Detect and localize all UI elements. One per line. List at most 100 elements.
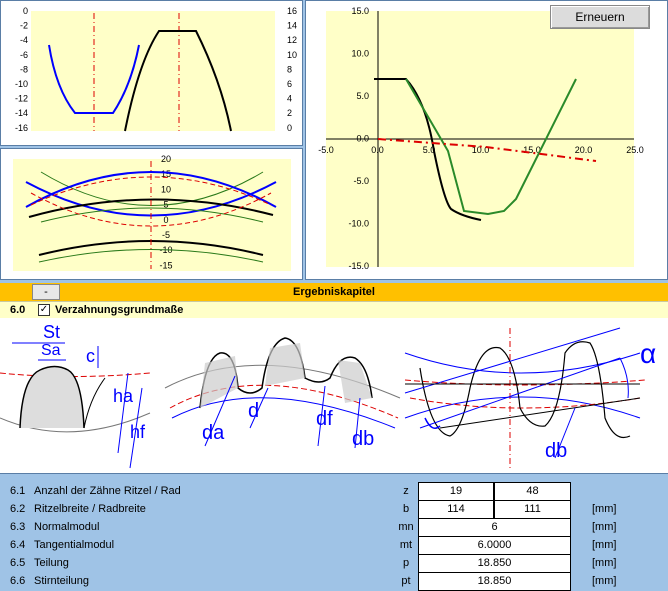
row-symbol: mn [398,521,414,533]
row-symbol: pt [401,575,411,587]
section-label: Verzahnungsgrundmaße [55,304,184,316]
reference-line [377,138,597,162]
row-label: Anzahl der Zähne Ritzel / Rad [34,485,181,497]
row-number: 6.1 [10,485,26,497]
chart2-tick: 15 [161,169,171,179]
mesh-curve-chart-panel: 20 15 10 5 0 -5 -10 -15 [0,148,303,280]
chart3-y-tick: -5.0 [353,176,369,186]
row-number: 6.5 [10,557,26,569]
chart3-x-tick: 15.0 [523,145,541,155]
chart3-x-tick: 25.0 [626,145,644,155]
chart1-right-tick: 6 [287,79,292,89]
chart3-y-tick: 15.0 [351,6,369,16]
label-d: d [248,400,260,422]
chart3-x-tick: 5.0 [423,145,436,155]
chart2-tick: 20 [161,154,171,164]
row-label: Ritzelbreite / Radbreite [34,503,146,515]
chart3-y-tick: -10.0 [348,219,369,229]
chart3-x-tick: 20.0 [575,145,593,155]
row-value-gear: 111 [494,500,571,519]
chart3-x-tick: 0.0 [371,145,384,155]
chart2-tick: 0 [163,215,168,225]
label-db-right: db [545,440,568,462]
chart1-right-tick: 12 [287,35,297,45]
row-symbol: p [402,557,410,569]
results-chapter-bar: Ergebniskapitel [0,283,668,301]
results-chapter-title: Ergebniskapitel [293,286,375,298]
row-value: 6 [418,518,571,537]
label-hf: hf [130,422,146,442]
label-ha: ha [113,386,134,406]
row-unit: [mm] [592,521,617,533]
chart1-right-tick: 14 [287,21,297,31]
tooth-profile-chart: 0 -2 -4 -6 -8 -10 -12 -14 -16 16 14 12 10 8 6 4 2 0 [15,6,297,133]
row-unit: [mm] [592,503,617,515]
table-row: 6.2 Ritzelbreite / Radbreite b 114 111 [mm] [0,500,668,519]
row-unit: [mm] [592,557,617,569]
gear-profile-line [124,30,232,132]
section-checkbox[interactable]: ✓ [38,304,50,316]
row-label: Stirnteilung [34,575,90,587]
row-value: 18.850 [418,554,571,573]
chart2-tick: -15 [159,260,172,270]
chart1-right-tick: 10 [287,50,297,60]
section-number: 6.0 [10,304,26,316]
collapse-button[interactable]: - [32,284,60,300]
label-sa: Sa [41,342,61,359]
chart1-left-tick: -8 [20,64,28,74]
label-alpha: α [640,338,657,369]
chart1-right-tick: 4 [287,94,292,104]
chart1-left-tick: -10 [15,79,28,89]
row-unit: [mm] [592,575,617,587]
chart3-y-tick: 0.0 [356,134,369,144]
sliding-velocity-chart: 15.0 10.0 5.0 0.0 -5.0 -10.0 -15.0 -5.0 0.0 5.0 1… [318,6,644,271]
chart2-tick: -5 [162,230,170,240]
row-value-pinion: 114 [418,500,494,519]
label-df: df [316,408,333,430]
row-symbol: b [402,503,410,515]
chart3-x-tick: -5.0 [318,145,334,155]
row-value-gear: 48 [494,482,571,501]
chart1-left-tick: -12 [15,94,28,104]
row-unit: [mm] [592,539,617,551]
table-row: 6.6 Stirnteilung pt 18.850 [mm] [0,572,668,591]
sliding-velocity-chart-panel: 15.0 10.0 5.0 0.0 -5.0 -10.0 -15.0 -5.0 0.0 5.0 1… [305,0,668,280]
row-number: 6.3 [10,521,26,533]
pinion-velocity-line [374,78,482,221]
chart1-left-tick: -14 [15,108,28,118]
label-st: St [43,322,61,342]
label-c: c [86,346,95,366]
chart1-left-tick: -6 [20,50,28,60]
chart1-left-tick: -2 [20,21,28,31]
table-row: 6.3 Normalmodul mn 6 [mm] [0,518,668,537]
tooth-dimension-figure [0,342,151,469]
label-da: da [202,422,225,444]
chart1-right-tick: 16 [287,6,297,16]
label-db: db [352,428,375,450]
refresh-button[interactable]: Erneuern [550,5,650,29]
row-value: 6.0000 [418,536,571,555]
row-symbol: z [403,485,409,497]
gear-teeth-figure [164,337,401,449]
chart1-right-tick: 8 [287,64,292,74]
meshing-gears-figure [404,327,646,468]
row-symbol: mt [399,539,413,551]
tooth-profile-chart-panel: 0 -2 -4 -6 -8 -10 -12 -14 -16 16 14 12 10 8 6 4 2 0 [0,0,303,146]
row-value-pinion: 19 [418,482,494,501]
chart1-left-tick: -4 [20,35,28,45]
table-row: 6.4 Tangentialmodul mt 6.0000 [mm] [0,536,668,555]
row-label: Tangentialmodul [34,539,115,551]
chart3-y-tick: 5.0 [356,91,369,101]
chart3-y-tick: 10.0 [351,49,369,59]
pinion-profile-line [48,44,140,114]
row-value: 18.850 [418,572,571,591]
chart2-tick: 10 [161,184,171,194]
row-number: 6.6 [10,575,26,587]
gear-velocity-line [405,78,577,216]
table-row: 6.1 Anzahl der Zähne Ritzel / Rad z 19 48 [0,482,668,501]
table-row: 6.5 Teilung p 18.850 [mm] [0,554,668,573]
section-header: 6.0 ✓ Verzahnungsgrundmaße [0,301,668,318]
chart3-y-tick: -15.0 [348,261,369,271]
row-number: 6.4 [10,539,26,551]
